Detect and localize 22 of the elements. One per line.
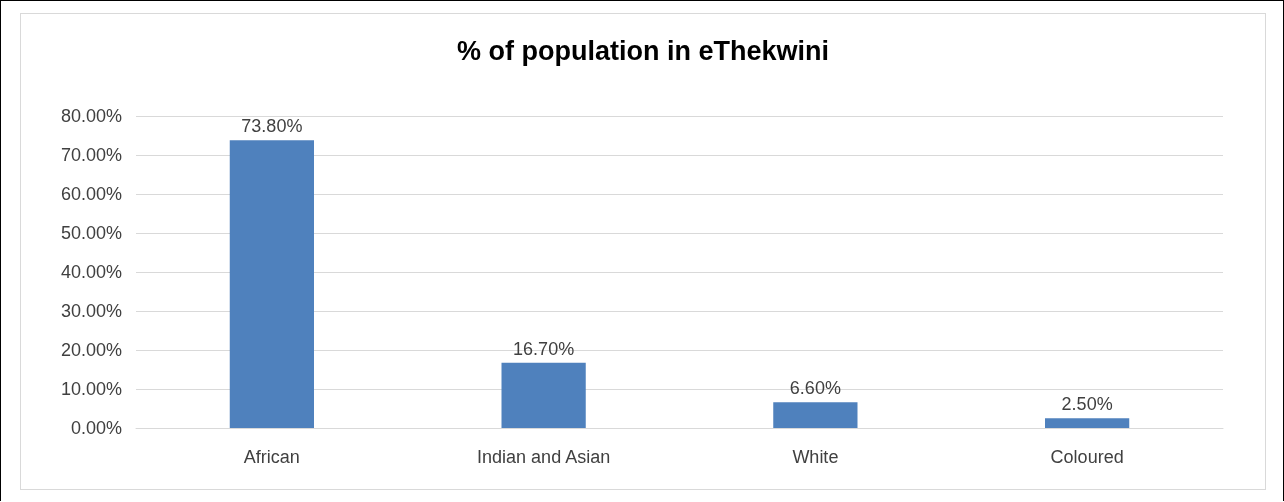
y-tick-label: 0.00% <box>70 418 122 438</box>
y-tick-label: 60.00% <box>60 184 122 204</box>
bar <box>229 140 314 428</box>
bar <box>773 402 858 428</box>
bar <box>501 362 586 428</box>
bar <box>1045 418 1130 428</box>
y-tick-label: 20.00% <box>60 340 122 360</box>
data-label: 16.70% <box>513 338 575 359</box>
x-tick-label: White <box>792 447 839 467</box>
data-label: 6.60% <box>789 378 841 399</box>
x-tick-label: Indian and Asian <box>477 447 611 467</box>
y-tick-label: 80.00% <box>60 106 122 126</box>
x-tick-label: African <box>243 447 300 467</box>
data-label: 73.80% <box>241 116 303 137</box>
y-tick-label: 50.00% <box>60 223 122 243</box>
x-tick-label: Coloured <box>1050 447 1124 467</box>
y-tick-label: 70.00% <box>60 145 122 165</box>
y-tick-label: 40.00% <box>60 262 122 282</box>
data-label: 2.50% <box>1061 394 1113 415</box>
y-tick-label: 10.00% <box>60 379 122 399</box>
y-tick-label: 30.00% <box>60 301 122 321</box>
chart-title: % of population in eThekwini <box>457 35 829 66</box>
